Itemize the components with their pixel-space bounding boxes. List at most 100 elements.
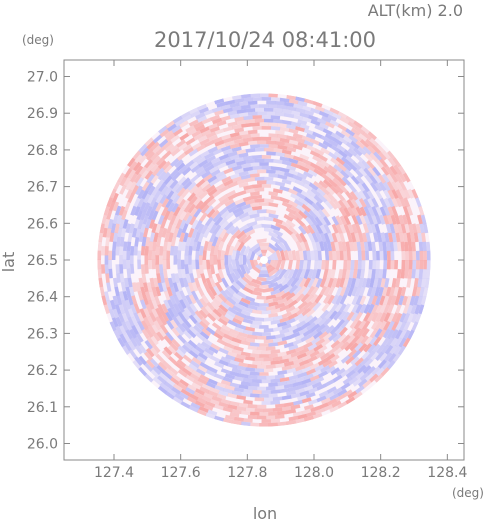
field-cell: [312, 369, 322, 377]
field-cell: [222, 376, 233, 383]
field-cell: [270, 166, 281, 171]
field-cell: [141, 320, 149, 331]
field-cell: [189, 207, 198, 217]
field-cell: [266, 100, 276, 105]
field-cell: [156, 331, 165, 342]
field-cell: [295, 277, 304, 288]
field-cell: [145, 328, 154, 338]
field-cell: [225, 99, 235, 106]
field-cell: [415, 250, 420, 261]
field-cell: [369, 328, 379, 339]
field-cell: [249, 242, 260, 252]
field-cell: [302, 250, 308, 261]
field-cell: [339, 232, 346, 243]
field-cell: [400, 269, 405, 279]
field-cell: [201, 294, 210, 305]
field-cell: [350, 356, 360, 366]
field-cell: [215, 328, 225, 337]
field-cell: [317, 208, 327, 219]
field-cell: [366, 190, 375, 200]
field-cell: [284, 402, 294, 408]
field-cell: [232, 292, 243, 301]
field-cell: [124, 308, 131, 319]
field-cell: [308, 387, 319, 394]
field-cell: [215, 183, 226, 191]
field-cell: [371, 144, 381, 154]
field-cell: [143, 202, 151, 212]
field-cell: [211, 395, 222, 403]
field-cell: [347, 348, 357, 358]
field-cell: [222, 107, 233, 114]
field-cell: [234, 116, 245, 122]
field-cell: [279, 137, 290, 144]
field-cell: [135, 333, 144, 343]
field-cell: [362, 189, 371, 200]
field-cell: [189, 273, 195, 284]
field-cell: [161, 206, 169, 217]
field-cell: [333, 199, 342, 210]
field-cell: [183, 211, 191, 222]
field-cell: [191, 219, 199, 230]
field-cell: [294, 333, 305, 341]
field-cell: [323, 277, 331, 288]
field-cell: [143, 307, 151, 318]
field-cell: [209, 245, 216, 256]
field-cell: [270, 360, 281, 365]
field-cell: [395, 180, 403, 191]
field-cell: [300, 190, 311, 199]
field-cell: [314, 148, 325, 156]
field-cell: [272, 295, 283, 303]
field-cell: [189, 302, 198, 313]
field-cell: [363, 214, 371, 225]
field-cell: [212, 189, 222, 198]
field-cell: [352, 241, 358, 252]
field-cell: [361, 160, 371, 170]
field-cell: [226, 201, 236, 210]
field-cell: [263, 328, 274, 333]
field-cell: [264, 107, 274, 112]
field-cell: [278, 241, 288, 252]
field-cell: [193, 379, 204, 387]
field-cell: [251, 205, 262, 211]
field-cell: [122, 259, 127, 270]
field-cell: [179, 379, 189, 388]
field-cell: [240, 381, 251, 387]
field-cell: [179, 299, 187, 310]
field-cell: [403, 313, 410, 323]
field-cell: [170, 147, 181, 157]
field-cell: [313, 180, 323, 190]
field-cell: [406, 205, 414, 216]
field-cell: [146, 162, 155, 172]
field-cell: [306, 224, 316, 235]
field-cell: [285, 305, 296, 314]
field-cell: [353, 391, 363, 400]
field-cell: [300, 321, 311, 330]
field-cell: [386, 336, 395, 347]
field-cell: [259, 246, 269, 250]
field-cell: [267, 246, 276, 254]
field-cell: [155, 316, 164, 327]
field-cell: [303, 415, 314, 422]
y-axis-ticks: 26.026.126.226.326.426.526.626.726.826.9…: [27, 70, 464, 452]
field-cell: [206, 241, 213, 252]
field-cell: [259, 202, 269, 206]
field-cell: [201, 117, 212, 125]
field-cell: [182, 114, 193, 122]
field-cell: [214, 281, 223, 292]
field-cell: [398, 337, 407, 348]
field-cell: [146, 140, 156, 150]
field-cell: [195, 259, 200, 270]
field-cell: [359, 303, 367, 314]
field-cell: [157, 171, 167, 181]
field-cell: [301, 158, 312, 166]
field-cell: [123, 333, 131, 343]
field-cell: [371, 320, 379, 330]
field-cell: [242, 195, 253, 202]
field-cell: [347, 147, 358, 157]
field-cell: [249, 259, 256, 269]
field-cell: [147, 185, 156, 196]
field-cell: [375, 159, 384, 169]
field-cell: [236, 335, 247, 342]
field-cell: [220, 379, 231, 386]
field-cell: [161, 227, 168, 238]
